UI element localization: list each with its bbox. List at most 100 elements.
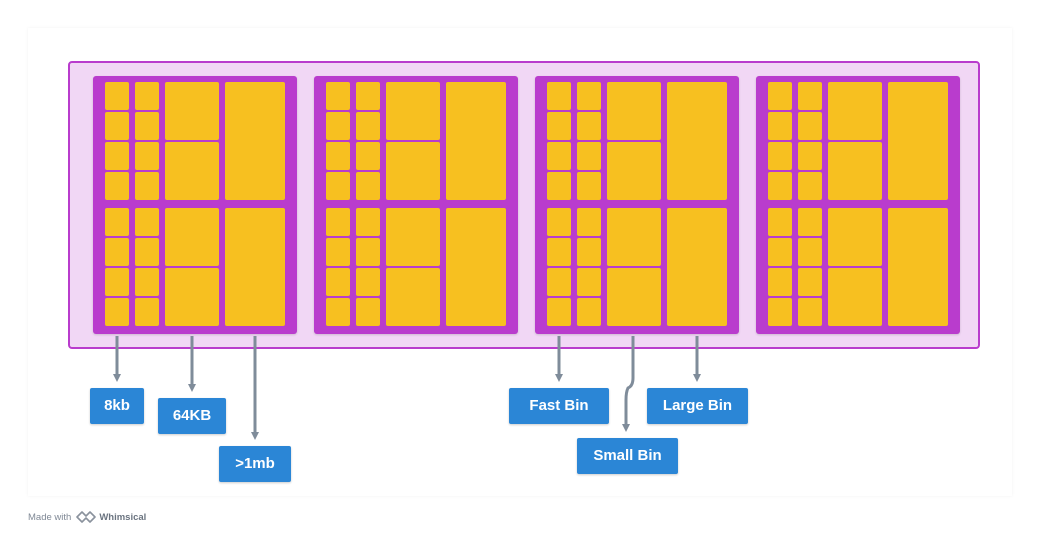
small-chunk [547,112,571,140]
medium-chunk [165,208,219,266]
chunk-group-3 [535,76,739,334]
small-chunk [768,238,792,266]
medium-chunk [386,142,440,200]
small-chunk [798,172,822,200]
small-chunk [798,298,822,326]
small-chunk [326,298,350,326]
medium-chunk [828,82,882,140]
small-chunk [105,298,129,326]
small-chunk [577,238,601,266]
tag-8kb: 8kb [90,388,144,424]
small-chunk [768,142,792,170]
small-chunk [798,208,822,236]
chunk-group-1 [93,76,297,334]
small-chunk [105,172,129,200]
chunk-group-2 [314,76,518,334]
small-chunk [798,238,822,266]
small-chunk [326,142,350,170]
small-chunk [798,142,822,170]
medium-chunk [607,208,661,266]
small-chunk [577,112,601,140]
medium-chunk [165,268,219,326]
footer: Made with Whimsical [28,509,146,525]
small-chunk [135,142,159,170]
small-chunk [135,298,159,326]
small-chunk [135,238,159,266]
small-chunk [135,172,159,200]
medium-chunk [386,268,440,326]
small-chunk [768,268,792,296]
small-chunk [798,268,822,296]
footer-brand: Whimsical [99,511,147,523]
small-chunk [135,82,159,110]
medium-chunk [828,142,882,200]
small-chunk [105,112,129,140]
small-chunk [577,208,601,236]
large-chunk [667,208,727,326]
small-chunk [577,298,601,326]
small-chunk [105,142,129,170]
small-chunk [547,82,571,110]
tag-small-bin: Small Bin [577,438,678,474]
small-chunk [547,172,571,200]
medium-chunk [607,142,661,200]
small-chunk [135,208,159,236]
small-chunk [547,298,571,326]
small-chunk [577,82,601,110]
small-chunk [356,172,380,200]
small-chunk [356,112,380,140]
small-chunk [356,142,380,170]
small-chunk [577,172,601,200]
small-chunk [547,142,571,170]
small-chunk [768,172,792,200]
small-chunk [105,268,129,296]
chunk-group-4 [756,76,960,334]
small-chunk [577,268,601,296]
small-chunk [326,268,350,296]
small-chunk [547,208,571,236]
small-chunk [356,208,380,236]
tag-large-bin: Large Bin [647,388,748,424]
large-chunk [446,208,506,326]
small-chunk [105,82,129,110]
large-chunk [225,82,285,200]
small-chunk [768,112,792,140]
small-chunk [356,298,380,326]
large-chunk [888,82,948,200]
small-chunk [798,82,822,110]
small-chunk [768,208,792,236]
small-chunk [768,82,792,110]
small-chunk [798,112,822,140]
medium-chunk [828,208,882,266]
small-chunk [577,142,601,170]
tag-64kb: 64KB [158,398,226,434]
small-chunk [356,268,380,296]
tag-1mb: >1mb [219,446,291,482]
small-chunk [356,82,380,110]
large-chunk [667,82,727,200]
medium-chunk [828,268,882,326]
small-chunk [356,238,380,266]
tag-fast-bin: Fast Bin [509,388,609,424]
large-chunk [225,208,285,326]
medium-chunk [165,82,219,140]
connector-small-bin [622,336,635,432]
small-chunk [135,112,159,140]
small-chunk [768,298,792,326]
small-chunk [105,238,129,266]
medium-chunk [607,82,661,140]
small-chunk [547,238,571,266]
small-chunk [326,208,350,236]
large-chunk [888,208,948,326]
small-chunk [326,172,350,200]
small-chunk [326,82,350,110]
small-chunk [135,268,159,296]
small-chunk [326,238,350,266]
medium-chunk [165,142,219,200]
small-chunk [105,208,129,236]
medium-chunk [386,208,440,266]
whimsical-logo-icon [76,511,97,523]
medium-chunk [386,82,440,140]
small-chunk [547,268,571,296]
